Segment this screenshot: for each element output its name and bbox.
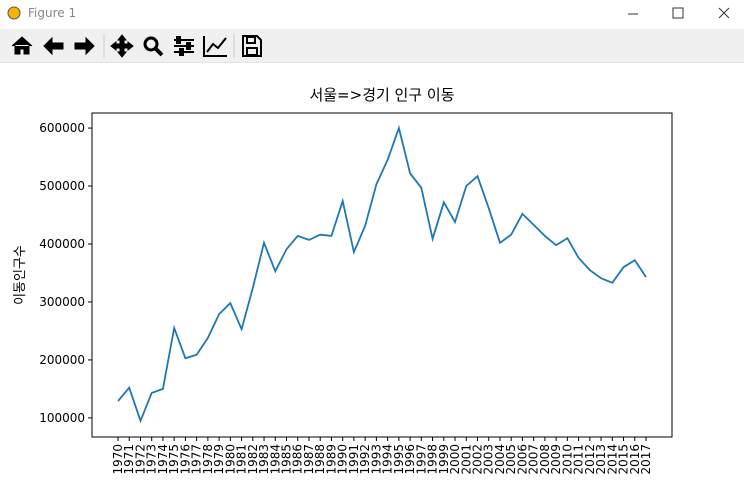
maximize-button[interactable] xyxy=(672,7,684,19)
home-button[interactable] xyxy=(11,36,33,55)
y-tick-label: 200000 xyxy=(39,353,85,367)
x-tick-label: 1982 xyxy=(246,444,260,475)
x-tick-label: 1985 xyxy=(280,444,294,475)
x-tick-label: 1994 xyxy=(381,444,395,475)
x-tick-label: 2012 xyxy=(583,444,597,475)
x-tick-label: 2007 xyxy=(527,444,541,475)
y-tick-label: 500000 xyxy=(39,179,85,193)
x-tick-label: 2017 xyxy=(639,444,653,475)
x-tick-label: 2009 xyxy=(549,444,563,475)
toolbar-svg xyxy=(11,34,262,58)
title-bar: Figure 1 xyxy=(0,0,744,28)
y-axis-label: 이동인구수 xyxy=(13,245,28,305)
x-tick-label: 1974 xyxy=(156,444,170,475)
x-tick-label: 1976 xyxy=(178,444,192,475)
x-tick-label: 2005 xyxy=(504,444,518,475)
title-bar-svg: Figure 1 xyxy=(7,6,730,20)
x-tick-label: 1995 xyxy=(392,444,406,475)
x-tick-label: 2000 xyxy=(448,444,462,475)
x-tick-label: 1990 xyxy=(336,444,350,475)
x-tick-label: 1998 xyxy=(426,444,440,475)
y-tick-label: 300000 xyxy=(39,295,85,309)
x-tick-label: 2013 xyxy=(594,444,608,475)
x-tick-label: 2001 xyxy=(459,444,473,475)
x-tick-label: 1978 xyxy=(201,444,215,475)
toolbar xyxy=(0,29,744,63)
x-tick-label: 1984 xyxy=(268,444,282,475)
x-tick-label: 2002 xyxy=(470,444,484,475)
x-tick-label: 1979 xyxy=(212,444,226,475)
close-button[interactable] xyxy=(718,7,730,19)
x-tick-label: 1983 xyxy=(257,444,271,475)
x-tick-label: 1992 xyxy=(358,444,372,475)
forward-button[interactable] xyxy=(74,36,95,56)
x-tick-label: 1980 xyxy=(223,444,237,475)
x-tick-label: 2006 xyxy=(515,444,529,475)
window-title: Figure 1 xyxy=(28,6,76,20)
plot-frame xyxy=(91,112,673,438)
x-tick-label: 2011 xyxy=(572,444,586,475)
x-tick-label: 2014 xyxy=(605,444,619,475)
x-tick-label: 1997 xyxy=(414,444,428,475)
x-tick-label: 1975 xyxy=(167,444,181,475)
x-tick-label: 1988 xyxy=(313,444,327,475)
chart-title: 서울=>경기 인구 이동 xyxy=(309,86,454,104)
x-tick-label: 2016 xyxy=(628,444,642,475)
x-tick-label: 2015 xyxy=(617,444,631,475)
x-tick-label: 2010 xyxy=(560,444,574,475)
chart: 서울=>경기 인구 이동 이동인구수 100000 200000 300000 400… xyxy=(13,86,673,475)
y-tick-label: 400000 xyxy=(39,237,85,251)
x-tick-label: 1973 xyxy=(145,444,159,475)
x-tick-label: 1989 xyxy=(324,444,338,475)
x-tick-label: 1977 xyxy=(190,444,204,475)
pan-button[interactable] xyxy=(110,34,134,58)
x-tick-label: 2004 xyxy=(493,444,507,475)
y-tick-label: 600000 xyxy=(39,121,85,135)
edit-axis-button[interactable] xyxy=(203,36,227,57)
y-tick-label: 100000 xyxy=(39,411,85,425)
app-icon xyxy=(7,6,21,20)
x-tick-label: 1986 xyxy=(291,444,305,475)
x-tick-label: 2008 xyxy=(538,444,552,475)
save-button[interactable] xyxy=(242,35,262,57)
x-tick-label: 1991 xyxy=(347,444,361,475)
zoom-button[interactable] xyxy=(143,36,164,57)
data-line xyxy=(117,124,647,424)
x-tick-label: 1993 xyxy=(369,444,383,475)
x-tick-label: 2003 xyxy=(482,444,496,475)
back-button[interactable] xyxy=(43,36,64,56)
x-tick-label: 1971 xyxy=(122,444,136,475)
x-tick-label: 1981 xyxy=(235,444,249,475)
configure-button[interactable] xyxy=(174,36,194,56)
x-tick-label: 1996 xyxy=(403,444,417,475)
x-tick-label: 1972 xyxy=(133,444,147,475)
x-tick-label: 1970 xyxy=(111,444,125,475)
x-tick-label: 1999 xyxy=(437,444,451,475)
x-tick-label: 1987 xyxy=(302,444,316,475)
